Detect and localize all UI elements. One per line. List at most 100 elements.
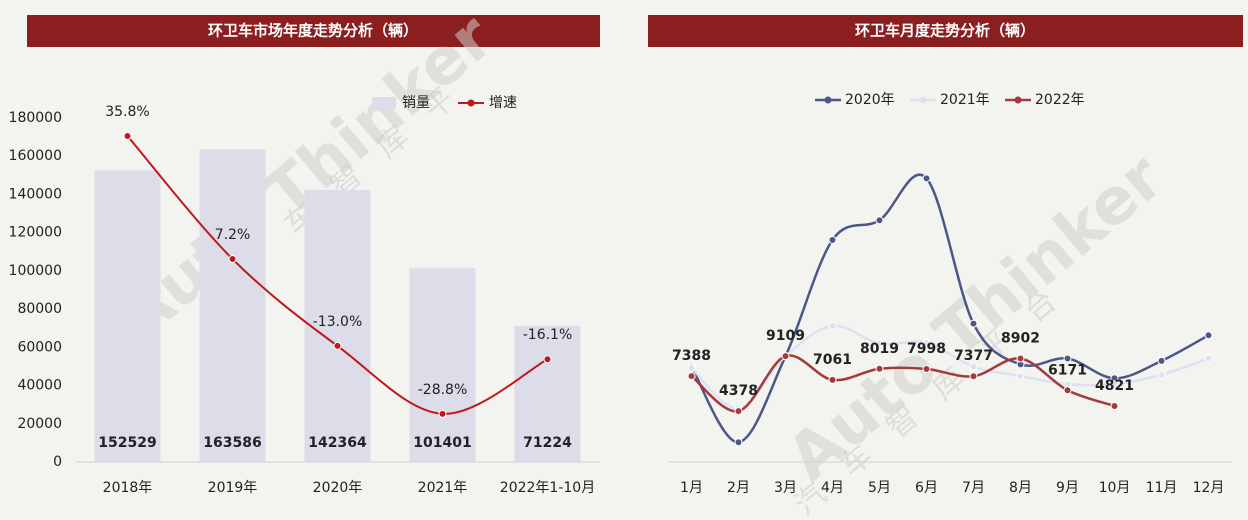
bar bbox=[409, 268, 476, 462]
x-tick-label: 9月 bbox=[1056, 480, 1079, 496]
data-label: 7.2% bbox=[215, 227, 251, 243]
x-tick-label: 5月 bbox=[868, 480, 891, 496]
point bbox=[734, 438, 743, 447]
x-tick-label: 2019年 bbox=[208, 480, 258, 496]
point bbox=[1110, 380, 1119, 389]
point bbox=[1204, 331, 1213, 340]
point bbox=[1016, 354, 1025, 363]
x-tick-label: 10月 bbox=[1099, 480, 1131, 496]
y-tick-label: 100000 bbox=[9, 263, 62, 279]
legend-swatch bbox=[467, 99, 475, 107]
y-tick-label: 0 bbox=[53, 454, 62, 470]
y-tick-label: 80000 bbox=[17, 301, 62, 317]
point bbox=[781, 352, 790, 361]
data-label: 35.8% bbox=[105, 104, 149, 120]
bar-label: 163586 bbox=[203, 435, 261, 451]
point bbox=[875, 364, 884, 373]
legend-label: 2020年 bbox=[845, 92, 895, 108]
legend-label: 增速 bbox=[489, 95, 517, 111]
x-tick-label: 3月 bbox=[774, 480, 797, 496]
point bbox=[922, 338, 931, 347]
series-line bbox=[690, 354, 1115, 413]
legend-swatch bbox=[372, 97, 396, 109]
point bbox=[734, 407, 743, 416]
point bbox=[123, 132, 132, 141]
data-label: 8902 bbox=[1001, 331, 1040, 347]
legend-label: 2021年 bbox=[940, 92, 990, 108]
data-label: 6171 bbox=[1048, 362, 1087, 378]
x-tick-label: 2018年 bbox=[103, 480, 153, 496]
y-tick-label: 120000 bbox=[9, 225, 62, 241]
point bbox=[922, 174, 931, 183]
point bbox=[875, 339, 884, 348]
x-tick-label: 7月 bbox=[962, 480, 985, 496]
point bbox=[1016, 371, 1025, 380]
point bbox=[828, 375, 837, 384]
y-tick-label: 180000 bbox=[9, 110, 62, 126]
point bbox=[1063, 354, 1072, 363]
point bbox=[922, 365, 931, 374]
y-tick-label: 60000 bbox=[17, 339, 62, 355]
x-tick-label: 11月 bbox=[1146, 480, 1178, 496]
title-bar bbox=[648, 15, 1243, 47]
chart-title: 环卫车市场年度走势分析（辆） bbox=[208, 22, 418, 40]
bar bbox=[514, 325, 581, 462]
point bbox=[1063, 386, 1072, 395]
x-tick-label: 4月 bbox=[821, 480, 844, 496]
data-label: 8019 bbox=[860, 341, 899, 357]
y-tick-label: 140000 bbox=[9, 186, 62, 202]
x-tick-label: 8月 bbox=[1009, 480, 1032, 496]
x-tick-label: 2月 bbox=[727, 480, 750, 496]
y-tick-label: 40000 bbox=[17, 378, 62, 394]
x-tick-label: 1月 bbox=[680, 480, 703, 496]
data-label: -13.0% bbox=[313, 314, 363, 330]
data-label: -28.8% bbox=[418, 382, 468, 398]
y-tick-label: 20000 bbox=[17, 416, 62, 432]
bar bbox=[304, 189, 371, 462]
data-label: -16.1% bbox=[523, 327, 573, 343]
bar-label: 101401 bbox=[413, 435, 471, 451]
point bbox=[687, 363, 696, 372]
data-label: 7061 bbox=[813, 352, 852, 368]
point bbox=[875, 216, 884, 225]
data-label: 9109 bbox=[766, 328, 805, 344]
data-label: 4378 bbox=[719, 383, 758, 399]
legend-swatch bbox=[919, 96, 927, 104]
legend-swatch bbox=[1014, 96, 1022, 104]
point bbox=[828, 321, 837, 330]
point bbox=[438, 409, 447, 418]
chart-title: 环卫车月度走势分析（辆） bbox=[855, 22, 1035, 40]
data-label: 7388 bbox=[672, 348, 711, 364]
point bbox=[969, 372, 978, 381]
x-tick-label: 2022年1-10月 bbox=[500, 480, 595, 496]
data-label: 7998 bbox=[907, 341, 946, 357]
legend-label: 销量 bbox=[402, 95, 430, 111]
y-tick-label: 160000 bbox=[9, 148, 62, 164]
point bbox=[828, 235, 837, 244]
x-tick-label: 2021年 bbox=[418, 480, 468, 496]
point bbox=[1157, 356, 1166, 365]
point bbox=[543, 355, 552, 364]
data-label: 7377 bbox=[954, 348, 993, 364]
point bbox=[1157, 370, 1166, 379]
point bbox=[228, 255, 237, 264]
x-tick-label: 2020年 bbox=[313, 480, 363, 496]
bar-label: 152529 bbox=[98, 435, 156, 451]
point bbox=[333, 341, 342, 350]
bar bbox=[199, 149, 266, 463]
watermark: Auto Thinker bbox=[774, 140, 1178, 496]
point bbox=[969, 362, 978, 371]
title-bar bbox=[27, 15, 600, 47]
point bbox=[1110, 401, 1119, 410]
bar bbox=[94, 170, 161, 463]
point bbox=[969, 319, 978, 328]
legend-swatch bbox=[824, 96, 832, 104]
data-label: 4821 bbox=[1095, 378, 1134, 394]
point bbox=[687, 372, 696, 381]
bar-label: 71224 bbox=[523, 435, 572, 451]
legend-label: 2022年 bbox=[1035, 92, 1085, 108]
bar-label: 142364 bbox=[308, 435, 367, 451]
point bbox=[1204, 354, 1213, 363]
x-tick-label: 6月 bbox=[915, 480, 938, 496]
